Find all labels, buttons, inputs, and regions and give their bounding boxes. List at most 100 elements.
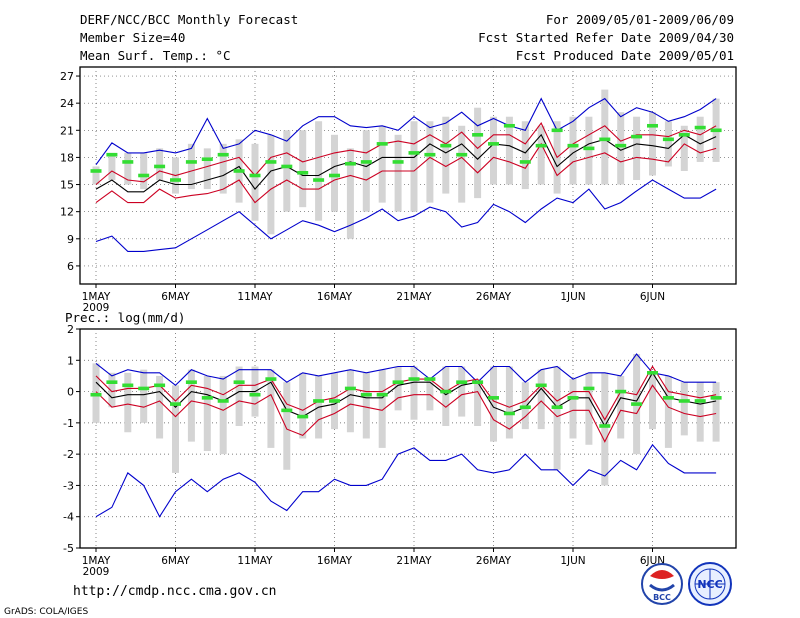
chart-1-range-bar bbox=[505, 366, 513, 439]
chart-1-line-hi bbox=[95, 365, 717, 421]
chart-1-line-lo bbox=[95, 384, 717, 443]
chart-0-range-bar bbox=[490, 116, 497, 185]
chart-0-observation-marker bbox=[265, 160, 277, 164]
chart-1-ytick-label: -4 bbox=[63, 511, 74, 524]
chart-0-observation-marker bbox=[185, 160, 197, 164]
chart-1-xtick-label: 1MAY bbox=[82, 555, 111, 567]
chart-1-range-bar bbox=[585, 372, 593, 445]
chart-0-observation-marker bbox=[519, 160, 531, 164]
chart-0-range-bar bbox=[649, 112, 656, 176]
chart-0-range-bar bbox=[219, 143, 227, 194]
chart-0-observation-marker bbox=[662, 137, 674, 142]
chart-1-observation-marker bbox=[265, 377, 277, 381]
chart-1-observation-marker bbox=[360, 392, 372, 397]
chart-1-observation-marker bbox=[344, 386, 356, 391]
chart-0-range-bar bbox=[283, 130, 291, 212]
chart-0-line-upper bbox=[95, 97, 717, 166]
chart-1-range-bar bbox=[649, 372, 656, 430]
chart-0-observation-marker bbox=[535, 143, 547, 148]
chart-0-range-bar bbox=[601, 89, 609, 185]
chart-0-observation-marker bbox=[376, 142, 388, 146]
source-url: http://cmdp.ncc.cma.gov.cn bbox=[73, 584, 277, 599]
chart-0-observation-marker bbox=[472, 133, 484, 137]
chart-1-observation-marker bbox=[583, 386, 595, 391]
chart-1-ytick-label: -2 bbox=[63, 448, 74, 461]
chart-1-ytick-label: 1 bbox=[67, 354, 74, 367]
chart-1-range-bar bbox=[124, 372, 132, 433]
chart-0-range-bar bbox=[187, 143, 195, 190]
chart-0-range-bar bbox=[331, 134, 338, 212]
chart-0-observation-marker bbox=[647, 123, 658, 128]
chart-0-xtick-label: 1JUN bbox=[560, 291, 585, 303]
ncc-logo-text: NCC bbox=[697, 578, 722, 591]
chart-1-observation-marker bbox=[281, 408, 293, 413]
chart-1-observation-marker bbox=[519, 405, 531, 410]
chart-0-range-bar bbox=[458, 125, 466, 203]
chart-1-range-bar bbox=[156, 375, 164, 439]
bcc-logo: BCC bbox=[641, 563, 683, 605]
chart-1-observation-marker bbox=[313, 399, 325, 403]
chart-1-observation-marker bbox=[647, 371, 658, 375]
ncc-logo: NCC bbox=[688, 562, 732, 606]
chart-0-range-bar bbox=[251, 143, 259, 221]
chart-0-observation-marker bbox=[138, 173, 150, 178]
chart-1-observation-marker bbox=[440, 389, 452, 394]
chart-0-range-bar bbox=[140, 152, 148, 190]
chart-1-observation-marker bbox=[694, 399, 706, 403]
fcst-produced-date: Fcst Produced Date 2009/05/01 bbox=[515, 48, 734, 63]
chart-0-xtick-label: 6JUN bbox=[640, 291, 665, 303]
chart-1-range-bar bbox=[299, 372, 307, 439]
chart-0-observation-marker bbox=[615, 143, 627, 148]
chart-0-range-bar bbox=[442, 116, 450, 194]
chart-1-range-bar bbox=[394, 366, 402, 411]
chart-0-range-bar bbox=[696, 116, 704, 162]
chart-1-xtick-label: 11MAY bbox=[237, 555, 273, 567]
chart-1-observation-marker bbox=[106, 380, 118, 384]
chart-1-range-bar bbox=[140, 369, 148, 423]
chart-1-range-bar bbox=[537, 369, 545, 430]
chart-0-observation-marker bbox=[456, 152, 468, 157]
chart-0-observation-marker bbox=[233, 169, 245, 173]
chart-0-observation-marker bbox=[170, 178, 181, 182]
precip-variable-label: Prec.: log(mm/d) bbox=[65, 310, 185, 325]
bcc-logo-text: BCC bbox=[653, 593, 671, 602]
chart-1-observation-marker bbox=[535, 383, 547, 388]
chart-0-ytick-label: 9 bbox=[67, 233, 74, 246]
chart-0-line-max bbox=[95, 179, 717, 252]
chart-1-range-bar bbox=[680, 382, 688, 436]
chart-0-line-hi bbox=[95, 122, 717, 185]
chart-1-observation-marker bbox=[154, 383, 166, 388]
chart-1-observation-marker bbox=[599, 424, 611, 428]
member-size-label: Member Size=40 bbox=[80, 30, 186, 45]
chart-1-observation-marker bbox=[90, 392, 102, 397]
chart-1-range-bar bbox=[664, 375, 672, 448]
chart-0-ytick-label: 21 bbox=[60, 124, 74, 137]
chart-1-range-bar bbox=[235, 366, 243, 426]
chart-0-ytick-label: 24 bbox=[60, 97, 74, 110]
chart-1-range-bar bbox=[267, 369, 275, 448]
chart-0-range-bar bbox=[505, 116, 513, 185]
chart-0-observation-marker bbox=[678, 133, 690, 137]
chart-0-range-bar bbox=[585, 116, 593, 185]
chart-0-ytick-label: 6 bbox=[67, 260, 74, 273]
chart-0-range-bar bbox=[156, 148, 164, 181]
chart-1-range-bar bbox=[569, 379, 577, 439]
chart-0-xtick-label: 21MAY bbox=[396, 291, 432, 303]
chart-0-range-bar bbox=[394, 134, 402, 212]
chart-0-ytick-label: 15 bbox=[60, 179, 74, 192]
chart-1-observation-marker bbox=[297, 414, 309, 419]
chart-1-observation-marker bbox=[662, 396, 674, 400]
chart-1-range-bar bbox=[346, 369, 354, 433]
chart-1-range-bar bbox=[696, 382, 704, 442]
chart-1-xtick-label: 6MAY bbox=[161, 555, 190, 567]
chart-1-ytick-label: -5 bbox=[63, 542, 74, 555]
chart-1-range-bar bbox=[458, 366, 466, 417]
chart-0-observation-marker bbox=[599, 137, 611, 142]
chart-1-line-upper bbox=[95, 353, 717, 387]
chart-0-observation-marker bbox=[631, 134, 643, 139]
chart-0-range-bar bbox=[315, 121, 323, 221]
chart-0-range-bar bbox=[664, 121, 672, 167]
chart-0-range-bar bbox=[267, 134, 275, 235]
chart-0-range-bar bbox=[633, 116, 641, 181]
